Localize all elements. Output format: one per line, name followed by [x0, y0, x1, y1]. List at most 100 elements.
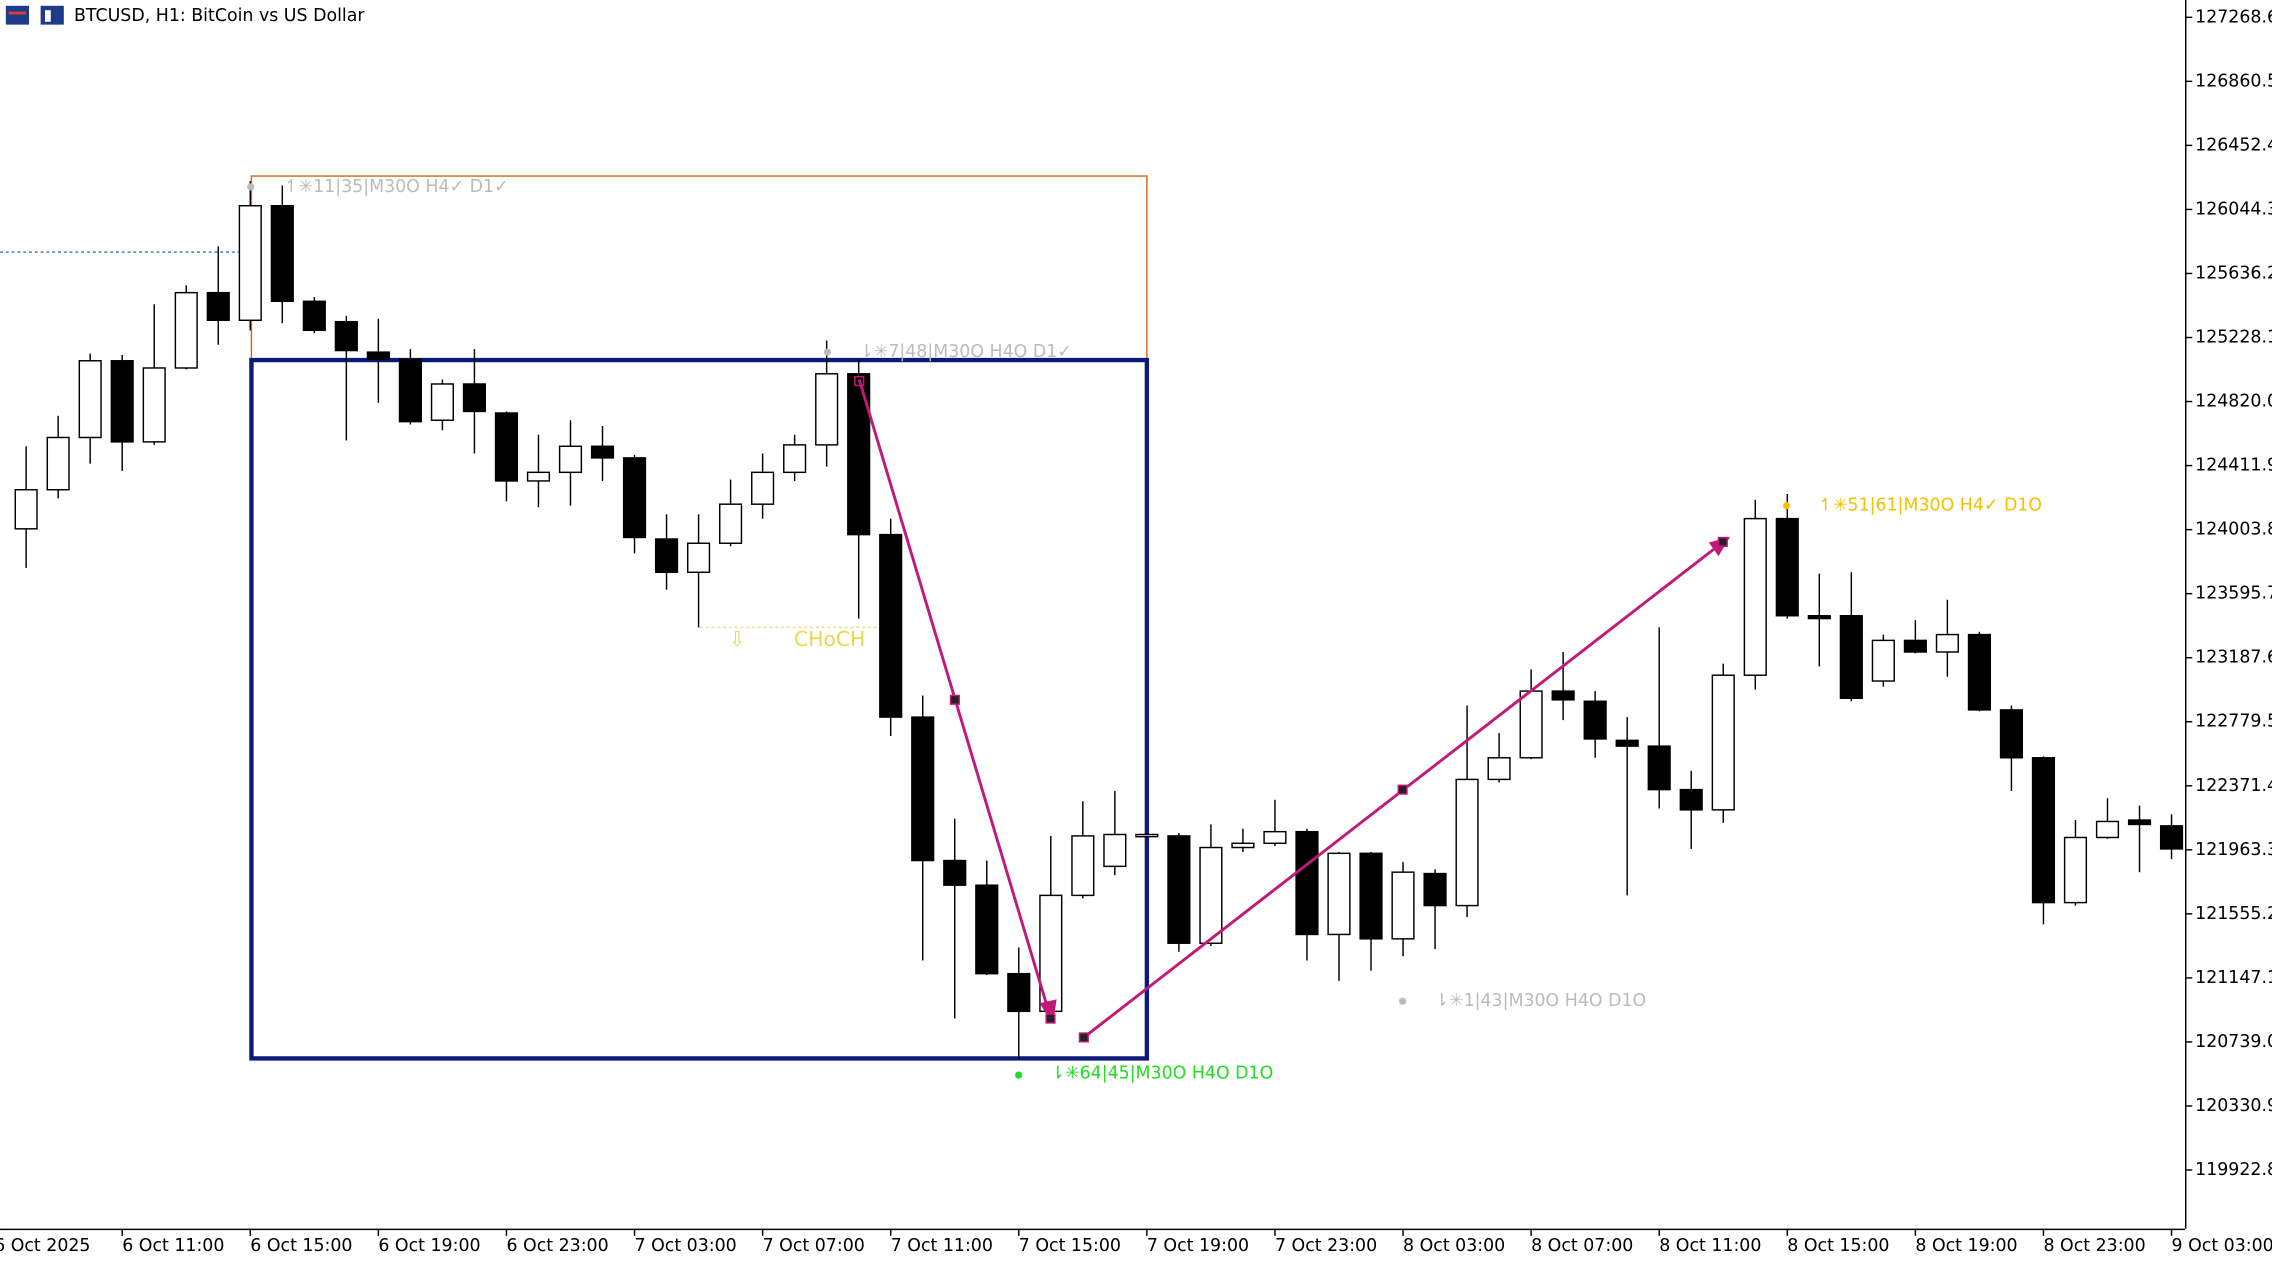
candle-body: [238, 204, 262, 321]
candle-body: [815, 373, 839, 446]
candle-body: [975, 884, 999, 975]
candle-body: [1583, 700, 1607, 740]
candle-body: [526, 471, 551, 482]
candle-body: [1967, 633, 1992, 711]
candle-body: [1743, 517, 1767, 676]
candle-body: [1551, 690, 1575, 701]
trend-arrows: [854, 375, 1731, 1043]
annotation: ⇂✳7|48|M30O H4O D1✓: [859, 342, 1072, 362]
candle-body: [366, 351, 390, 361]
candle-body: [654, 538, 679, 574]
candle-body: [1615, 739, 1639, 747]
candle-body: [1231, 842, 1255, 849]
candle-body: [1263, 830, 1287, 845]
candle-body: [2063, 836, 2088, 904]
y-tick-label: 125228.10: [2195, 328, 2272, 348]
annotation: ⇩: [729, 627, 746, 651]
anchor: [854, 375, 865, 387]
candle-body: [1871, 639, 1895, 682]
candle-body: [943, 859, 967, 886]
anchor: [1717, 536, 1728, 547]
candle-body: [1647, 745, 1671, 791]
y-tick-label: 126452.40: [2195, 135, 2272, 155]
signal-dot: [247, 183, 255, 191]
candle-body: [206, 291, 230, 321]
candle-body: [590, 445, 615, 459]
candle-body: [334, 320, 358, 352]
x-tick-label: 8 Oct 15:00: [1787, 1236, 1889, 1256]
y-tick-label: 120330.90: [2195, 1096, 2272, 1116]
candle-body: [1359, 852, 1383, 940]
anchor: [1397, 784, 1408, 795]
candle-body: [174, 291, 198, 369]
annotation: ↿✳51|61|M30O H4✓ D1O: [1818, 496, 2042, 516]
candle-body: [751, 471, 775, 505]
anchor: [1078, 1032, 1089, 1043]
candle-body: [398, 358, 422, 423]
candle-body: [2159, 825, 2184, 850]
candles: [14, 181, 2184, 1060]
candle-body: [1839, 615, 1863, 700]
y-tick-label: 123187.60: [2195, 648, 2272, 668]
candle-body: [2095, 820, 2120, 839]
candle-body: [1519, 690, 1543, 759]
candle-body: [911, 716, 935, 862]
candle-body: [14, 489, 38, 530]
x-tick-label: 6 Oct 19:00: [378, 1236, 480, 1256]
x-tick-label: 6 Oct 2025: [0, 1236, 90, 1256]
candle-body: [1167, 835, 1191, 944]
y-tick-label: 122779.50: [2195, 712, 2272, 732]
candle-body: [783, 444, 807, 474]
candle-body: [1711, 674, 1735, 811]
signal-dot: [1398, 997, 1407, 1005]
candle-body: [1455, 778, 1479, 907]
y-tick-label: 119922.80: [2195, 1160, 2272, 1180]
candle-body: [78, 360, 102, 439]
y-tick-label: 122371.40: [2195, 776, 2272, 796]
candle-body: [1999, 709, 2024, 759]
candle-body: [2031, 757, 2056, 904]
y-tick-label: 121555.20: [2195, 904, 2272, 924]
candle-body: [2127, 819, 2152, 826]
x-tick-label: 8 Oct 11:00: [1659, 1236, 1761, 1256]
annotation: ⇂✳64|45|M30O H4O D1O: [1051, 1064, 1274, 1084]
signal-dot: [1782, 502, 1791, 510]
y-tick-label: 125636.20: [2195, 263, 2272, 283]
y-tick-label: 126044.30: [2195, 199, 2272, 219]
x-tick-label: 7 Oct 23:00: [1275, 1236, 1377, 1256]
candle-body: [1295, 830, 1319, 936]
y-tick-label: 120739.00: [2195, 1032, 2272, 1052]
anchor: [1045, 1013, 1056, 1024]
candle-body: [1391, 871, 1415, 940]
x-tick-label: 8 Oct 23:00: [2043, 1236, 2145, 1256]
candle-body: [110, 360, 134, 443]
candle-body: [1807, 615, 1831, 620]
x-tick-label: 6 Oct 15:00: [250, 1236, 352, 1256]
candle-body: [46, 436, 70, 491]
candle-body: [302, 300, 326, 332]
icon: [8, 11, 27, 15]
icon: [5, 5, 30, 25]
candle-body: [1775, 517, 1799, 617]
y-tick-label: 126860.50: [2195, 71, 2272, 91]
candle-body: [494, 412, 519, 482]
candle-body: [622, 457, 647, 539]
x-tick-label: 8 Oct 19:00: [1915, 1236, 2017, 1256]
signal-dot: [1015, 1071, 1023, 1079]
chart-title: BTCUSD, H1: BitCoin vs US Dollar: [74, 6, 365, 26]
candle-body: [1935, 633, 1959, 653]
candle-body: [430, 383, 454, 421]
header-icons: [5, 5, 64, 25]
x-tick-label: 7 Oct 15:00: [1019, 1236, 1121, 1256]
candle-body: [1007, 972, 1031, 1013]
anchor: [949, 694, 960, 705]
signal-dot: [823, 348, 832, 356]
annotation: CHoCH: [794, 627, 865, 651]
annotation: ⇂✳1|43|M30O H4O D1O: [1434, 991, 1646, 1011]
icon: [44, 10, 51, 22]
x-tick-label: 6 Oct 23:00: [506, 1236, 608, 1256]
y-tick-label: 121147.10: [2195, 968, 2272, 988]
